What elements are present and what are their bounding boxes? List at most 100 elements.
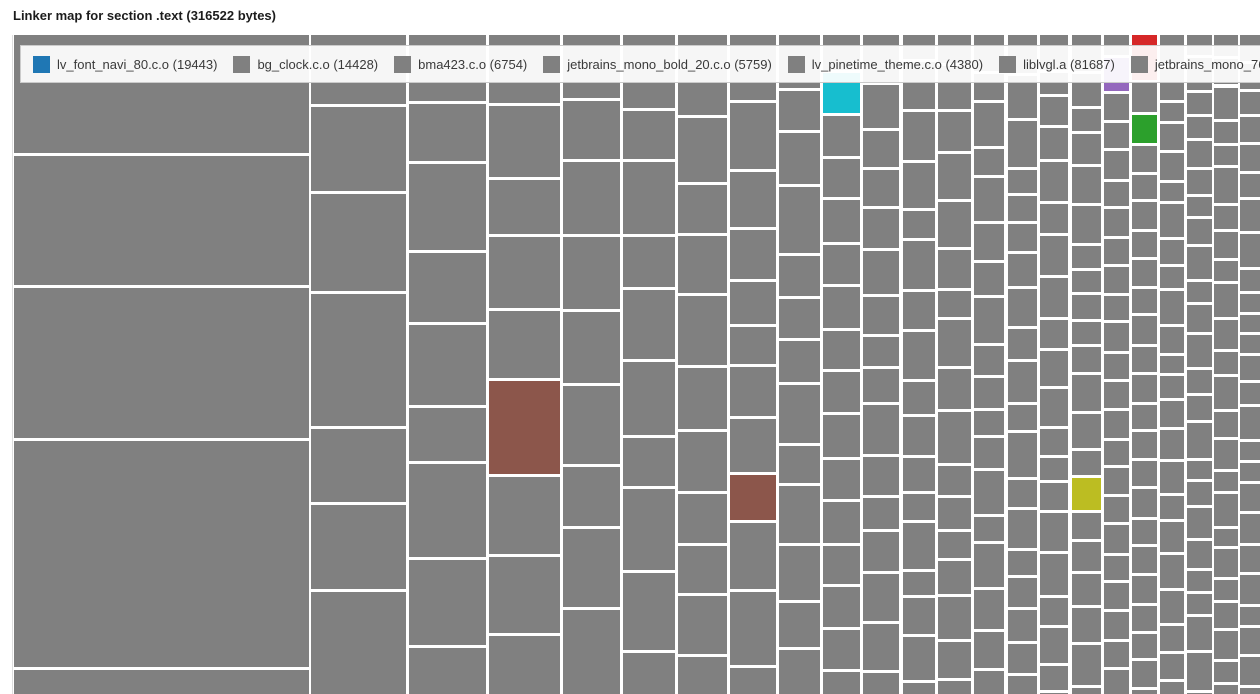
- treemap-cell[interactable]: [1132, 232, 1157, 257]
- treemap-cell[interactable]: [409, 324, 486, 405]
- treemap-cell[interactable]: [779, 545, 820, 601]
- treemap-cell[interactable]: [1072, 513, 1101, 540]
- treemap-cell[interactable]: [938, 641, 971, 678]
- treemap-cell[interactable]: [1214, 529, 1238, 547]
- treemap-cell[interactable]: [1160, 522, 1184, 552]
- treemap-cell[interactable]: [863, 498, 899, 529]
- treemap-cell[interactable]: [1072, 245, 1101, 268]
- treemap-cell[interactable]: [779, 649, 820, 694]
- treemap-cell[interactable]: [938, 249, 971, 289]
- treemap-cell[interactable]: [863, 673, 899, 694]
- treemap-cell[interactable]: [1160, 653, 1184, 680]
- treemap-cell[interactable]: [409, 560, 486, 645]
- treemap-cell[interactable]: [1104, 612, 1129, 639]
- treemap-cell[interactable]: [311, 294, 406, 427]
- treemap-cell[interactable]: [1132, 115, 1157, 143]
- treemap-cell[interactable]: [1160, 267, 1184, 289]
- treemap-cell[interactable]: [730, 230, 776, 279]
- treemap-cell[interactable]: [1187, 422, 1212, 459]
- treemap-cell[interactable]: [1008, 644, 1037, 673]
- treemap-cell[interactable]: [823, 415, 860, 457]
- treemap-cell[interactable]: [863, 369, 899, 403]
- treemap-cell[interactable]: [823, 245, 860, 284]
- treemap-cell[interactable]: [1132, 690, 1157, 694]
- treemap-cell[interactable]: [1072, 295, 1101, 320]
- treemap-cell[interactable]: [903, 332, 935, 379]
- treemap-cell[interactable]: [1187, 141, 1212, 167]
- treemap-cell[interactable]: [1008, 433, 1037, 478]
- treemap-cell[interactable]: [974, 471, 1004, 515]
- treemap-cell[interactable]: [730, 474, 776, 521]
- treemap-cell[interactable]: [1008, 170, 1037, 194]
- treemap-cell[interactable]: [489, 635, 560, 694]
- treemap-cell[interactable]: [1132, 547, 1157, 573]
- treemap-cell[interactable]: [678, 236, 727, 294]
- treemap-cell[interactable]: [1104, 556, 1129, 580]
- treemap-cell[interactable]: [1214, 320, 1238, 350]
- treemap-cell[interactable]: [409, 407, 486, 461]
- treemap-cell[interactable]: [1132, 316, 1157, 344]
- treemap-cell[interactable]: [823, 331, 860, 369]
- treemap-cell[interactable]: [1072, 108, 1101, 131]
- treemap-cell[interactable]: [409, 647, 486, 694]
- treemap-cell[interactable]: [563, 312, 620, 383]
- treemap-cell[interactable]: [779, 256, 820, 296]
- treemap-cell[interactable]: [1240, 607, 1260, 626]
- treemap-cell[interactable]: [823, 630, 860, 669]
- treemap-cell[interactable]: [1008, 577, 1037, 608]
- treemap-cell[interactable]: [678, 545, 727, 594]
- treemap-cell[interactable]: [1132, 405, 1157, 429]
- treemap-cell[interactable]: [1072, 347, 1101, 373]
- treemap-cell[interactable]: [1104, 267, 1129, 293]
- treemap-cell[interactable]: [1187, 305, 1212, 333]
- treemap-cell[interactable]: [779, 446, 820, 483]
- treemap-cell[interactable]: [1214, 631, 1238, 659]
- treemap-cell[interactable]: [863, 531, 899, 572]
- treemap-cell[interactable]: [678, 657, 727, 694]
- treemap-cell[interactable]: [823, 287, 860, 328]
- treemap-cell[interactable]: [903, 240, 935, 290]
- treemap-cell[interactable]: [938, 201, 971, 247]
- treemap-cell[interactable]: [1187, 369, 1212, 394]
- treemap-cell[interactable]: [730, 592, 776, 665]
- treemap-cell[interactable]: [1072, 478, 1101, 511]
- treemap-cell[interactable]: [730, 103, 776, 169]
- treemap-cell[interactable]: [1160, 626, 1184, 651]
- treemap-cell[interactable]: [1160, 204, 1184, 237]
- treemap-cell[interactable]: [1008, 362, 1037, 402]
- treemap-cell[interactable]: [1072, 375, 1101, 411]
- treemap-cell[interactable]: [1008, 480, 1037, 508]
- treemap-cell[interactable]: [1040, 319, 1068, 348]
- treemap-cell[interactable]: [1040, 598, 1068, 626]
- treemap-cell[interactable]: [974, 378, 1004, 408]
- treemap-cell[interactable]: [730, 667, 776, 694]
- treemap-cell[interactable]: [938, 498, 971, 530]
- treemap-cell[interactable]: [1072, 608, 1101, 642]
- treemap-cell[interactable]: [1132, 634, 1157, 658]
- treemap-cell[interactable]: [1104, 151, 1129, 179]
- treemap-cell[interactable]: [823, 502, 860, 543]
- treemap-cell[interactable]: [974, 410, 1004, 436]
- treemap-cell[interactable]: [14, 288, 309, 438]
- treemap-cell[interactable]: [1187, 692, 1212, 694]
- treemap-cell[interactable]: [563, 609, 620, 694]
- treemap-cell[interactable]: [1160, 375, 1184, 399]
- treemap-cell[interactable]: [409, 103, 486, 162]
- treemap-cell[interactable]: [938, 154, 971, 199]
- treemap-cell[interactable]: [1132, 202, 1157, 229]
- treemap-cell[interactable]: [823, 116, 860, 156]
- treemap-cell[interactable]: [1160, 326, 1184, 353]
- treemap-cell[interactable]: [1008, 510, 1037, 548]
- treemap-cell[interactable]: [823, 587, 860, 627]
- treemap-cell[interactable]: [623, 161, 675, 234]
- treemap-cell[interactable]: [1240, 355, 1260, 380]
- treemap-cell[interactable]: [974, 670, 1004, 694]
- treemap-cell[interactable]: [779, 90, 820, 131]
- treemap-cell[interactable]: [1160, 102, 1184, 121]
- treemap-cell[interactable]: [863, 209, 899, 248]
- treemap-cell[interactable]: [903, 112, 935, 160]
- treemap-cell[interactable]: [903, 683, 935, 694]
- treemap-cell[interactable]: [1214, 471, 1238, 491]
- treemap-cell[interactable]: [938, 597, 971, 639]
- treemap-cell[interactable]: [974, 543, 1004, 587]
